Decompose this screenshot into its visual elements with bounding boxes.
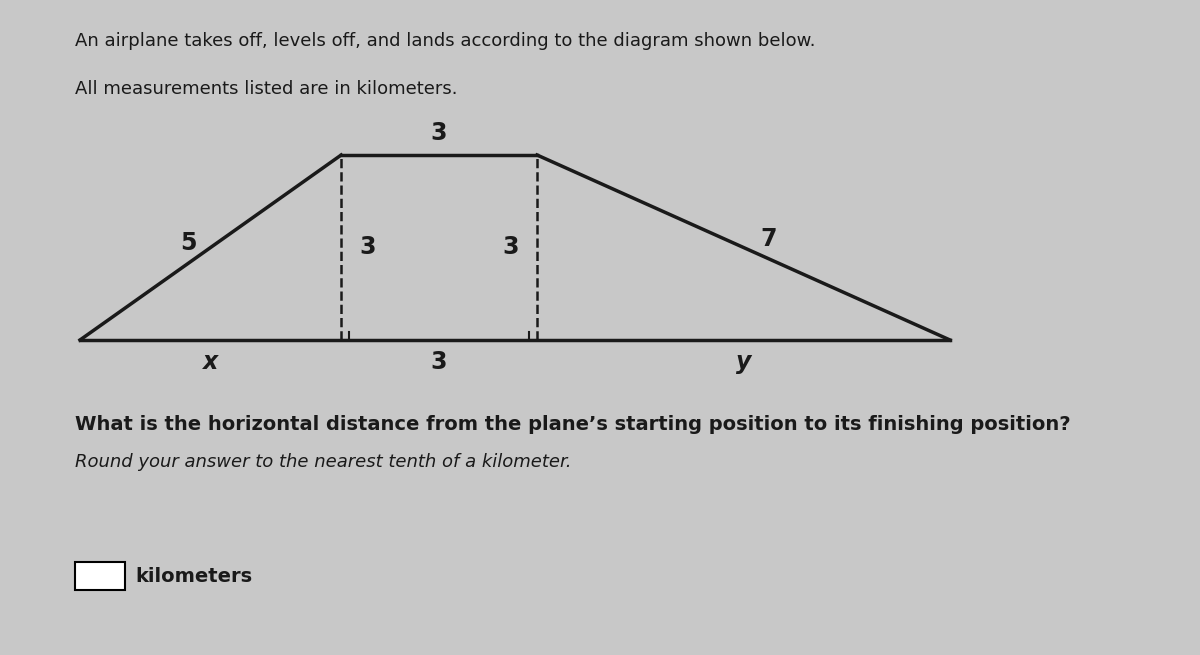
Text: Round your answer to the nearest tenth of a kilometer.: Round your answer to the nearest tenth o… — [74, 453, 571, 471]
Text: 3: 3 — [503, 236, 520, 259]
Text: y: y — [736, 350, 751, 374]
FancyBboxPatch shape — [74, 562, 125, 590]
Text: x: x — [203, 350, 218, 374]
Text: 3: 3 — [431, 121, 448, 145]
Text: What is the horizontal distance from the plane’s starting position to its finish: What is the horizontal distance from the… — [74, 415, 1070, 434]
Text: 5: 5 — [180, 231, 197, 255]
Text: All measurements listed are in kilometers.: All measurements listed are in kilometer… — [74, 80, 457, 98]
Text: 3: 3 — [431, 350, 448, 374]
Text: kilometers: kilometers — [134, 567, 252, 586]
Text: 3: 3 — [359, 236, 376, 259]
Text: 7: 7 — [761, 227, 776, 252]
Text: An airplane takes off, levels off, and lands according to the diagram shown belo: An airplane takes off, levels off, and l… — [74, 32, 816, 50]
